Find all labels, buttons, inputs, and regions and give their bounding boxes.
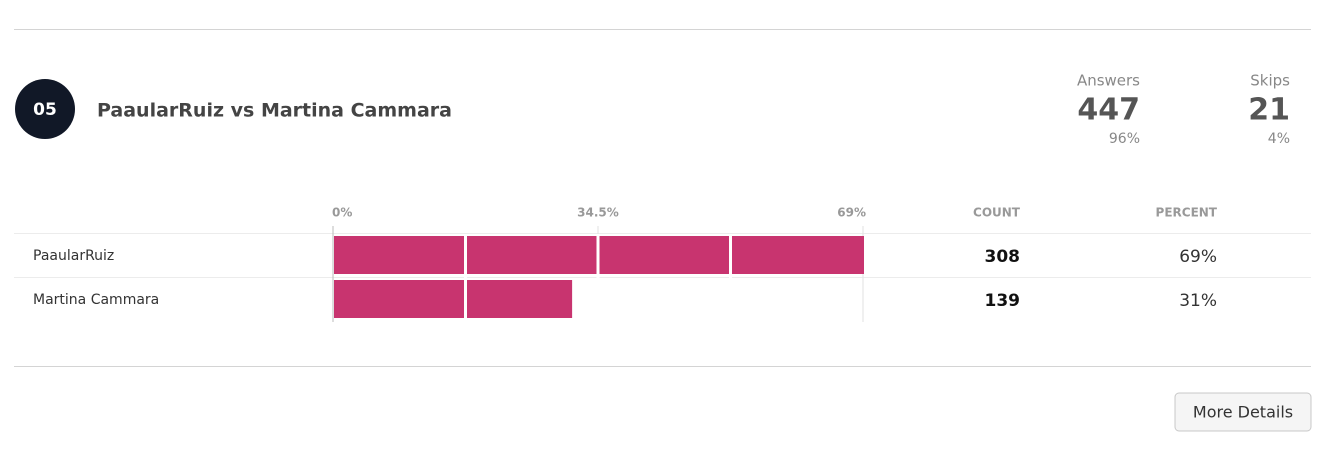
stat-percent: 96% <box>1109 131 1140 147</box>
count: 308 <box>985 247 1021 267</box>
more-details-button[interactable]: More Details <box>1174 392 1312 432</box>
x-tick-label: 0% <box>332 206 352 220</box>
question-title: PaaularRuiz vs Martina Cammara <box>97 100 452 122</box>
percent: 69% <box>1179 247 1217 267</box>
bar <box>334 280 573 318</box>
question-badge <box>15 79 75 139</box>
column-header: PERCENT <box>1156 206 1218 220</box>
percent: 31% <box>1179 291 1217 311</box>
count: 139 <box>985 291 1021 311</box>
category-label: PaaularRuiz <box>33 248 114 264</box>
x-tick-label: 34.5% <box>577 206 619 220</box>
x-tick-label: 69% <box>837 206 866 220</box>
stat-label: Answers <box>1077 72 1140 90</box>
stat-value: 447 <box>1077 93 1140 128</box>
stat-value: 21 <box>1248 93 1290 128</box>
category-label: Martina Cammara <box>33 292 159 308</box>
button-label[interactable]: More Details <box>1193 403 1293 422</box>
stat-percent: 4% <box>1268 131 1290 147</box>
column-header: COUNT <box>973 206 1021 220</box>
stat-label: Skips <box>1250 72 1290 90</box>
button-frame[interactable] <box>1174 392 1312 432</box>
question-number: 05 <box>33 100 57 120</box>
